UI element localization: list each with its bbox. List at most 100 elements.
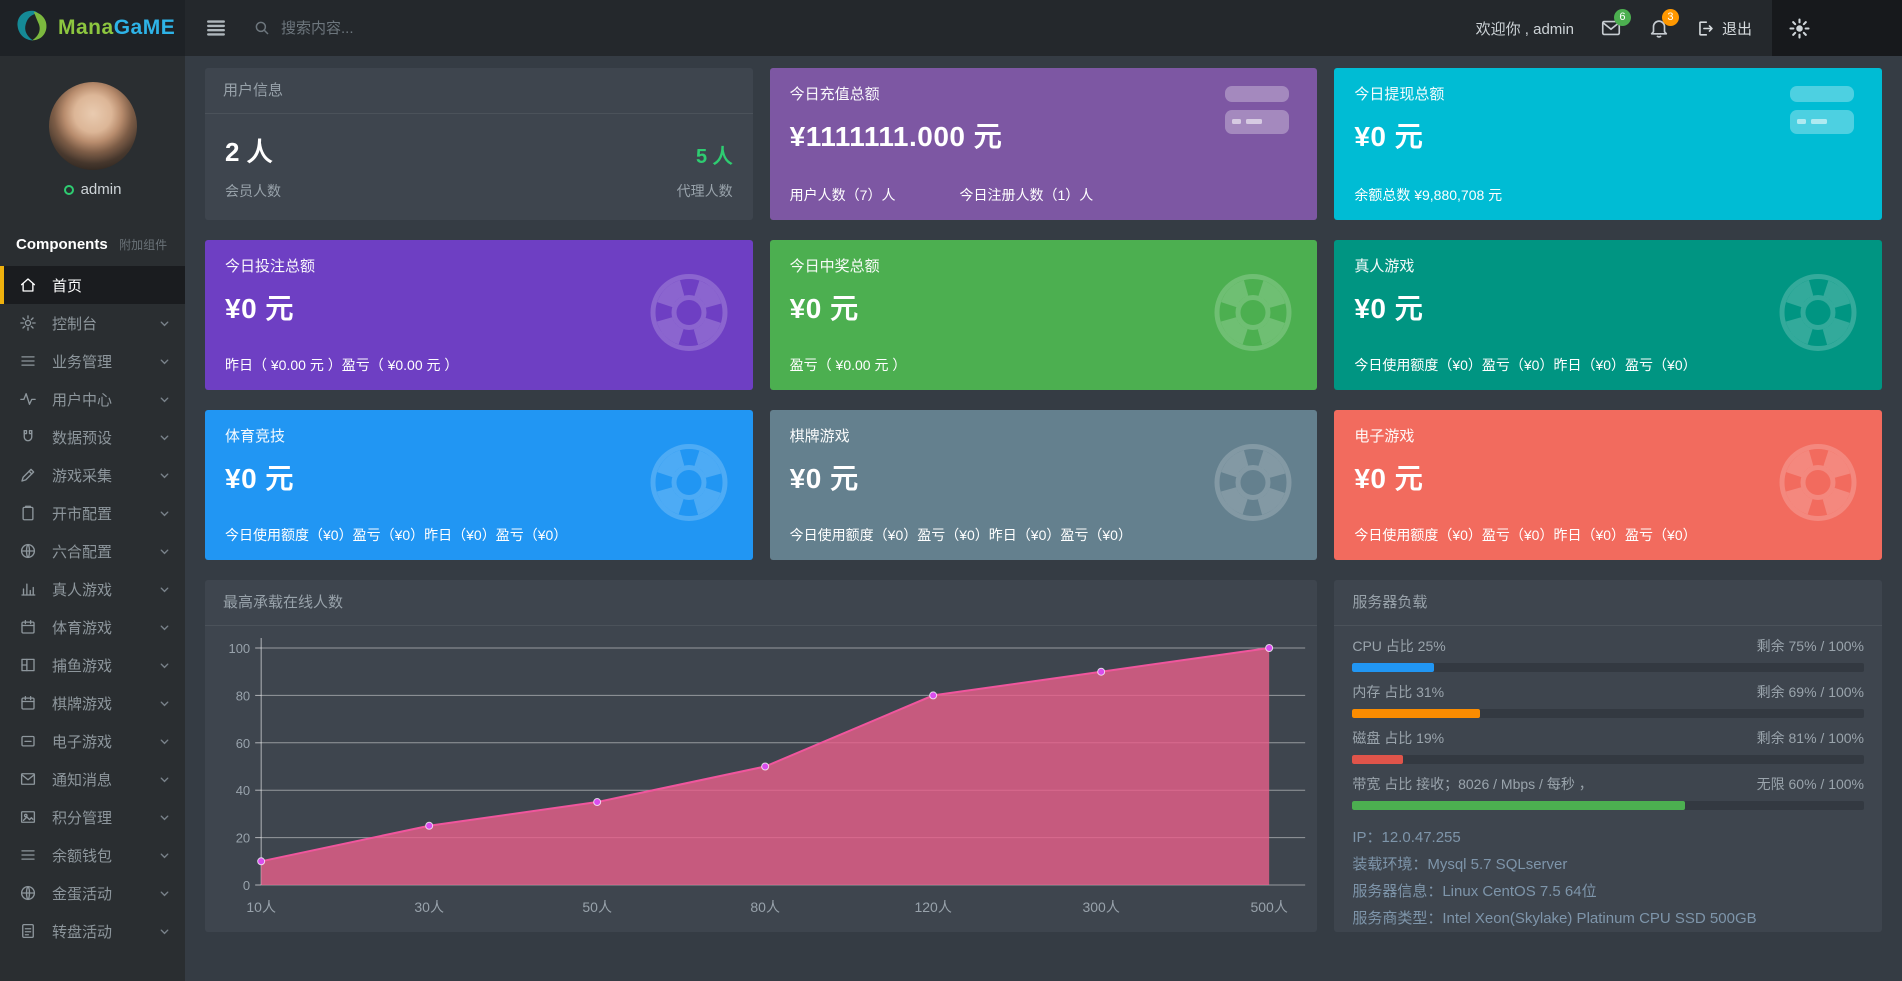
stat-card-footer: 今日使用额度（¥0）盈亏（¥0）昨日（¥0）盈亏（¥0） (1354, 357, 1697, 373)
stat-card-withdraw[interactable]: 今日提现总额 ¥0 元 余额总数 ¥9,880,708 元 (1334, 68, 1882, 220)
meter-label: 带宽 占比 接收；8026 / Mbps / 每秒 ， (1352, 776, 1593, 792)
stat-card-footer: 用户人数（7）人 (789, 187, 896, 203)
sidebar-item-label: 转盘活动 (52, 923, 113, 941)
svg-text:40: 40 (236, 783, 250, 798)
sidebar-item-14[interactable]: 积分管理 (0, 798, 185, 836)
sidebar-item-label: 棋牌游戏 (52, 695, 113, 713)
stat-card-sports[interactable]: 体育竞技 ¥0 元 今日使用额度（¥0）盈亏（¥0）昨日（¥0）盈亏（¥0） (205, 410, 753, 560)
messages-button[interactable]: 6 (1600, 9, 1631, 39)
sidebar-item-label: 积分管理 (52, 809, 113, 827)
search-input[interactable] (281, 19, 561, 37)
grid-icon (21, 658, 35, 672)
sidebar-item-6[interactable]: 开市配置 (0, 494, 185, 532)
logout-label: 退出 (1721, 20, 1752, 38)
stat-card-footer: 今日使用额度（¥0）盈亏（¥0）昨日（¥0）盈亏（¥0） (225, 527, 568, 543)
notifications-button[interactable]: 3 (1648, 9, 1679, 39)
svg-text:60: 60 (236, 736, 250, 751)
sidebar-item-8[interactable]: 真人游戏 (0, 570, 185, 608)
meter-remaining: 剩余 75% / 100% (1756, 638, 1864, 654)
svg-text:100: 100 (228, 641, 250, 656)
topbar: ManaGaME 欢迎你 , admin 6 3 (0, 0, 1902, 56)
bell-icon (1650, 20, 1668, 38)
sidebar-item-16[interactable]: 金蛋活动 (0, 874, 185, 912)
stat-card-winnings[interactable]: 今日中奖总额 ¥0 元 盈亏（ ¥0.00 元 ） (769, 240, 1318, 390)
online-users-chart-panel: 最高承载在线人数 0 20 40 60 80 100 10人 30人 50人 80人 120人 300… (205, 580, 1318, 932)
server-info-line: 服务商类型：Intel Xeon(Skylake) Platinum CPU S… (1352, 910, 1757, 927)
svg-text:30人: 30人 (414, 899, 444, 915)
svg-text:80: 80 (236, 688, 250, 703)
sidebar-item-1[interactable]: 控制台 (0, 304, 185, 342)
sidebar-item-15[interactable]: 余额钱包 (0, 836, 185, 874)
poker-chip-icon (1776, 441, 1860, 530)
meter-fill (1352, 663, 1435, 672)
sidebar-user: admin (0, 56, 185, 198)
settings-strip (1772, 0, 1902, 56)
sidebar-item-0[interactable]: 首页 (0, 266, 185, 304)
svg-text:80人: 80人 (750, 899, 780, 915)
server-meters: CPU 占比 25% 剩余 75% / 100% 内存 占比 31% 剩余 69… (1352, 636, 1864, 810)
sidebar-item-12[interactable]: 电子游戏 (0, 722, 185, 760)
sidebar-item-label: 体育游戏 (52, 619, 113, 637)
bars-icon (21, 356, 35, 366)
meter-label: 内存 占比 31% (1352, 684, 1445, 700)
sidebar-item-label: 金蛋活动 (52, 885, 113, 903)
stat-card-amount: ¥0 元 (1354, 121, 1424, 152)
sidebar: admin Components 附加组件 首页 控制台业务管理用户中心 数据预设游… (0, 56, 185, 981)
sidebar-item-11[interactable]: 棋牌游戏 (0, 684, 185, 722)
chevron-down-icon (160, 510, 169, 516)
poker-chip-icon (1776, 271, 1860, 360)
stat-card-slots[interactable]: 电子游戏 ¥0 元 今日使用额度（¥0）盈亏（¥0）昨日（¥0）盈亏（¥0） (1334, 410, 1882, 560)
stat-card-title: 今日投注总额 (225, 258, 316, 275)
avatar[interactable] (48, 82, 137, 170)
logo-text: ManaGaME (58, 16, 175, 40)
search (253, 19, 561, 37)
server-meter-3: 带宽 占比 接收；8026 / Mbps / 每秒 ， 无限 60% / 100… (1352, 774, 1864, 810)
meter-track (1352, 801, 1864, 810)
list-icon (207, 20, 225, 36)
member-count: 2 人 (225, 137, 273, 167)
online-status-icon (63, 184, 74, 195)
logout-button[interactable]: 退出 (1696, 18, 1752, 39)
user-info-title: 用户信息 (205, 68, 753, 114)
brand[interactable]: ManaGaME (0, 0, 185, 56)
search-icon (255, 21, 269, 35)
sidebar-item-10[interactable]: 捕鱼游戏 (0, 646, 185, 684)
stat-card-live-casino[interactable]: 真人游戏 ¥0 元 今日使用额度（¥0）盈亏（¥0）昨日（¥0）盈亏（¥0） (1334, 240, 1882, 390)
globe-icon (20, 885, 36, 901)
sidebar-item-label: 业务管理 (52, 353, 113, 371)
file-icon (22, 923, 34, 939)
sidebar-item-9[interactable]: 体育游戏 (0, 608, 185, 646)
stat-card-bets[interactable]: 今日投注总额 ¥0 元 昨日（ ¥0.00 元 ）盈亏（ ¥0.00 元 ） (205, 240, 753, 390)
chevron-down-icon (160, 358, 169, 364)
sidebar-toggle-button[interactable] (205, 17, 227, 39)
sidebar-item-4[interactable]: 数据预设 (0, 418, 185, 456)
svg-text:0: 0 (243, 878, 250, 893)
logout-icon (1699, 20, 1713, 36)
calendar-icon (21, 695, 35, 710)
sidebar-item-13[interactable]: 通知消息 (0, 760, 185, 798)
stat-card-recharge[interactable]: 今日充值总额 ¥1111111.000 元 用户人数（7）人 今日注册人数（1）人 (769, 68, 1318, 220)
meter-remaining: 无限 60% / 100% (1756, 776, 1864, 792)
server-info-line: IP：12.0.47.255 (1352, 829, 1461, 846)
sidebar-section-heading: Components 附加组件 (0, 198, 185, 266)
server-info-line: 装载环境：Mysql 5.7 SQLserver (1352, 856, 1568, 873)
sidebar-item-5[interactable]: 游戏采集 (0, 456, 185, 494)
sidebar-item-3[interactable]: 用户中心 (0, 380, 185, 418)
svg-text:500人: 500人 (1250, 899, 1287, 915)
sidebar-item-7[interactable]: 六合配置 (0, 532, 185, 570)
components-subtitle: 附加组件 (119, 238, 168, 252)
user-info-panel: 用户信息 2 人 会员人数 5 人 代理人数 (205, 68, 753, 220)
chevron-down-icon (160, 662, 169, 668)
chevron-down-icon (160, 624, 169, 630)
meter-track (1352, 709, 1864, 718)
meter-remaining: 剩余 69% / 100% (1756, 684, 1864, 700)
poker-chip-icon (1211, 441, 1295, 530)
stat-card-title: 今日充值总额 (789, 86, 880, 103)
stat-card-board-games[interactable]: 棋牌游戏 ¥0 元 今日使用额度（¥0）盈亏（¥0）昨日（¥0）盈亏（¥0） (769, 410, 1318, 560)
stat-card-amount: ¥0 元 (789, 293, 859, 324)
sidebar-item-17[interactable]: 转盘活动 (0, 912, 185, 950)
sidebar-item-2[interactable]: 业务管理 (0, 342, 185, 380)
mail-icon (20, 773, 36, 785)
settings-button[interactable] (1788, 17, 1811, 40)
card-icon (21, 735, 35, 747)
